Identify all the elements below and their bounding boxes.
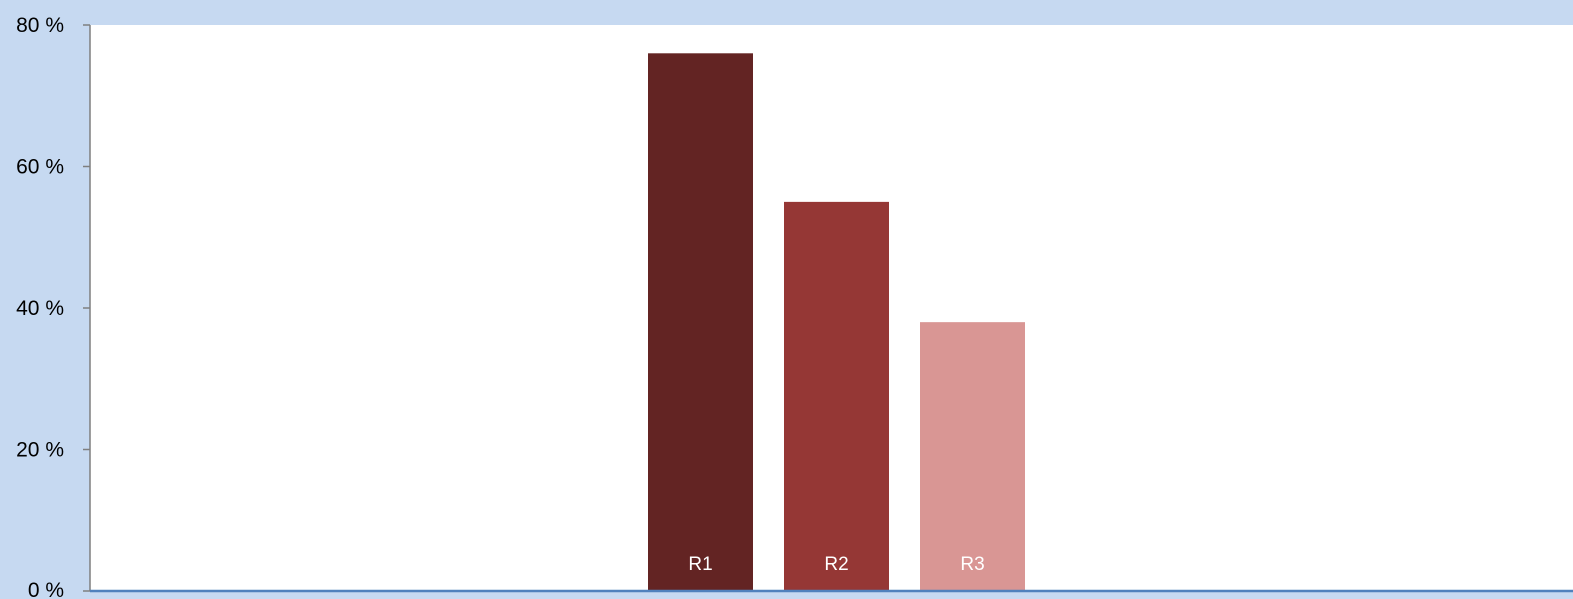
bar-label-r2: R2 <box>824 554 848 575</box>
bar-r3 <box>920 322 1025 591</box>
bar-label-r3: R3 <box>960 554 984 575</box>
y-tick-label: 20 % <box>16 439 64 462</box>
bars-group: R1 R2 R3 <box>648 53 1025 592</box>
y-tick-label: 80 % <box>16 14 64 37</box>
y-tick-label: 0 % <box>28 579 64 599</box>
y-axis-ticks: 0 % 20 % 40 % 60 % 80 % <box>16 14 90 599</box>
y-tick-label: 40 % <box>16 297 64 320</box>
bar-r1 <box>648 53 753 592</box>
y-tick-label: 60 % <box>16 156 64 179</box>
bar-label-r1: R1 <box>688 554 712 575</box>
bar-r2 <box>784 201 889 591</box>
